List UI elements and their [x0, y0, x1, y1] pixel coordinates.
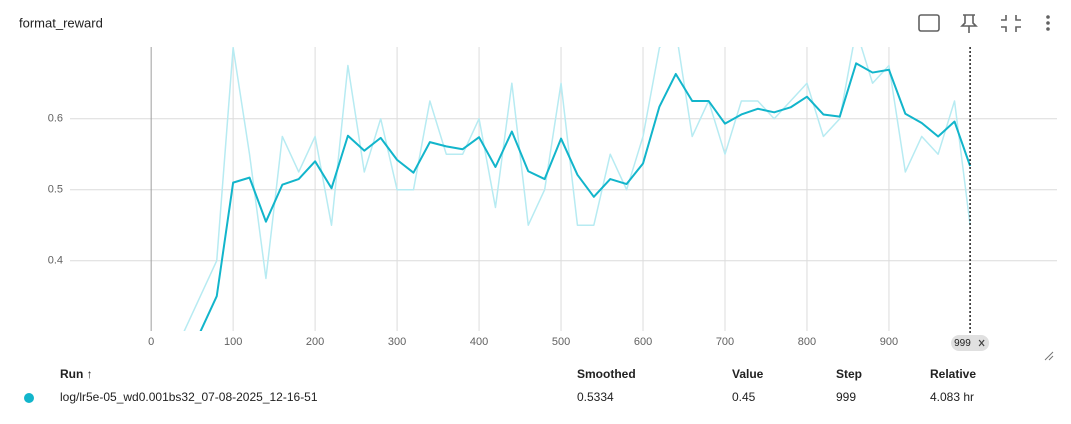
- y-tick-label: 0.4: [48, 255, 63, 267]
- table: Run ↑ Smoothed Value Step Relative log/lr5e-0…: [23, 367, 976, 404]
- x-tick-label: 800: [798, 336, 816, 348]
- series-line: [183, 47, 971, 331]
- x-tick-label: 500: [552, 336, 570, 348]
- x-tick-label: 0: [148, 336, 154, 348]
- y-tick-label: 0.6: [48, 113, 63, 125]
- cursor-close: [978, 339, 985, 347]
- table-cell: 4.083 hr: [930, 390, 974, 404]
- table-header: Run ↑: [60, 367, 93, 381]
- x-tick-label: 900: [880, 336, 898, 348]
- table-header: Step: [836, 367, 862, 381]
- table-cell: log/lr5e-05_wd0.001bs32_07-08-2025_12-16…: [60, 390, 318, 404]
- fit-button[interactable]: [918, 14, 940, 32]
- collapse-button[interactable]: [1001, 15, 1021, 32]
- table-header: Smoothed: [577, 367, 636, 381]
- chart-title: format_reward: [19, 15, 103, 30]
- run-color: [23, 392, 35, 404]
- x-tick-label: 700: [716, 336, 734, 348]
- table-header: Value: [732, 367, 764, 381]
- table-cell: 999: [836, 390, 856, 404]
- cursor-label: 999: [954, 338, 971, 349]
- table-cell: 0.5334: [577, 390, 614, 404]
- table-header: Relative: [930, 367, 976, 381]
- x-tick-label: 100: [224, 336, 242, 348]
- x-tick-label: 200: [306, 336, 324, 348]
- cursor-badge: [951, 335, 990, 351]
- x-tick-label: 300: [388, 336, 406, 348]
- resize-handle[interactable]: [1044, 351, 1054, 361]
- x-tick-label: 600: [634, 336, 652, 348]
- plot: [183, 47, 972, 331]
- pin-button[interactable]: [960, 14, 978, 33]
- table-cell: 0.45: [732, 390, 756, 404]
- y-tick-label: 0.5: [48, 184, 63, 196]
- labels: 0.4 0.5 0.6 0 100 200 300 400 500 600 700 800 900 999: [48, 47, 990, 351]
- x-tick-label: 400: [470, 336, 488, 348]
- grid: [70, 47, 1057, 331]
- series-line: [199, 62, 972, 331]
- menu-button[interactable]: [1046, 15, 1050, 31]
- toolbar: [918, 14, 1050, 33]
